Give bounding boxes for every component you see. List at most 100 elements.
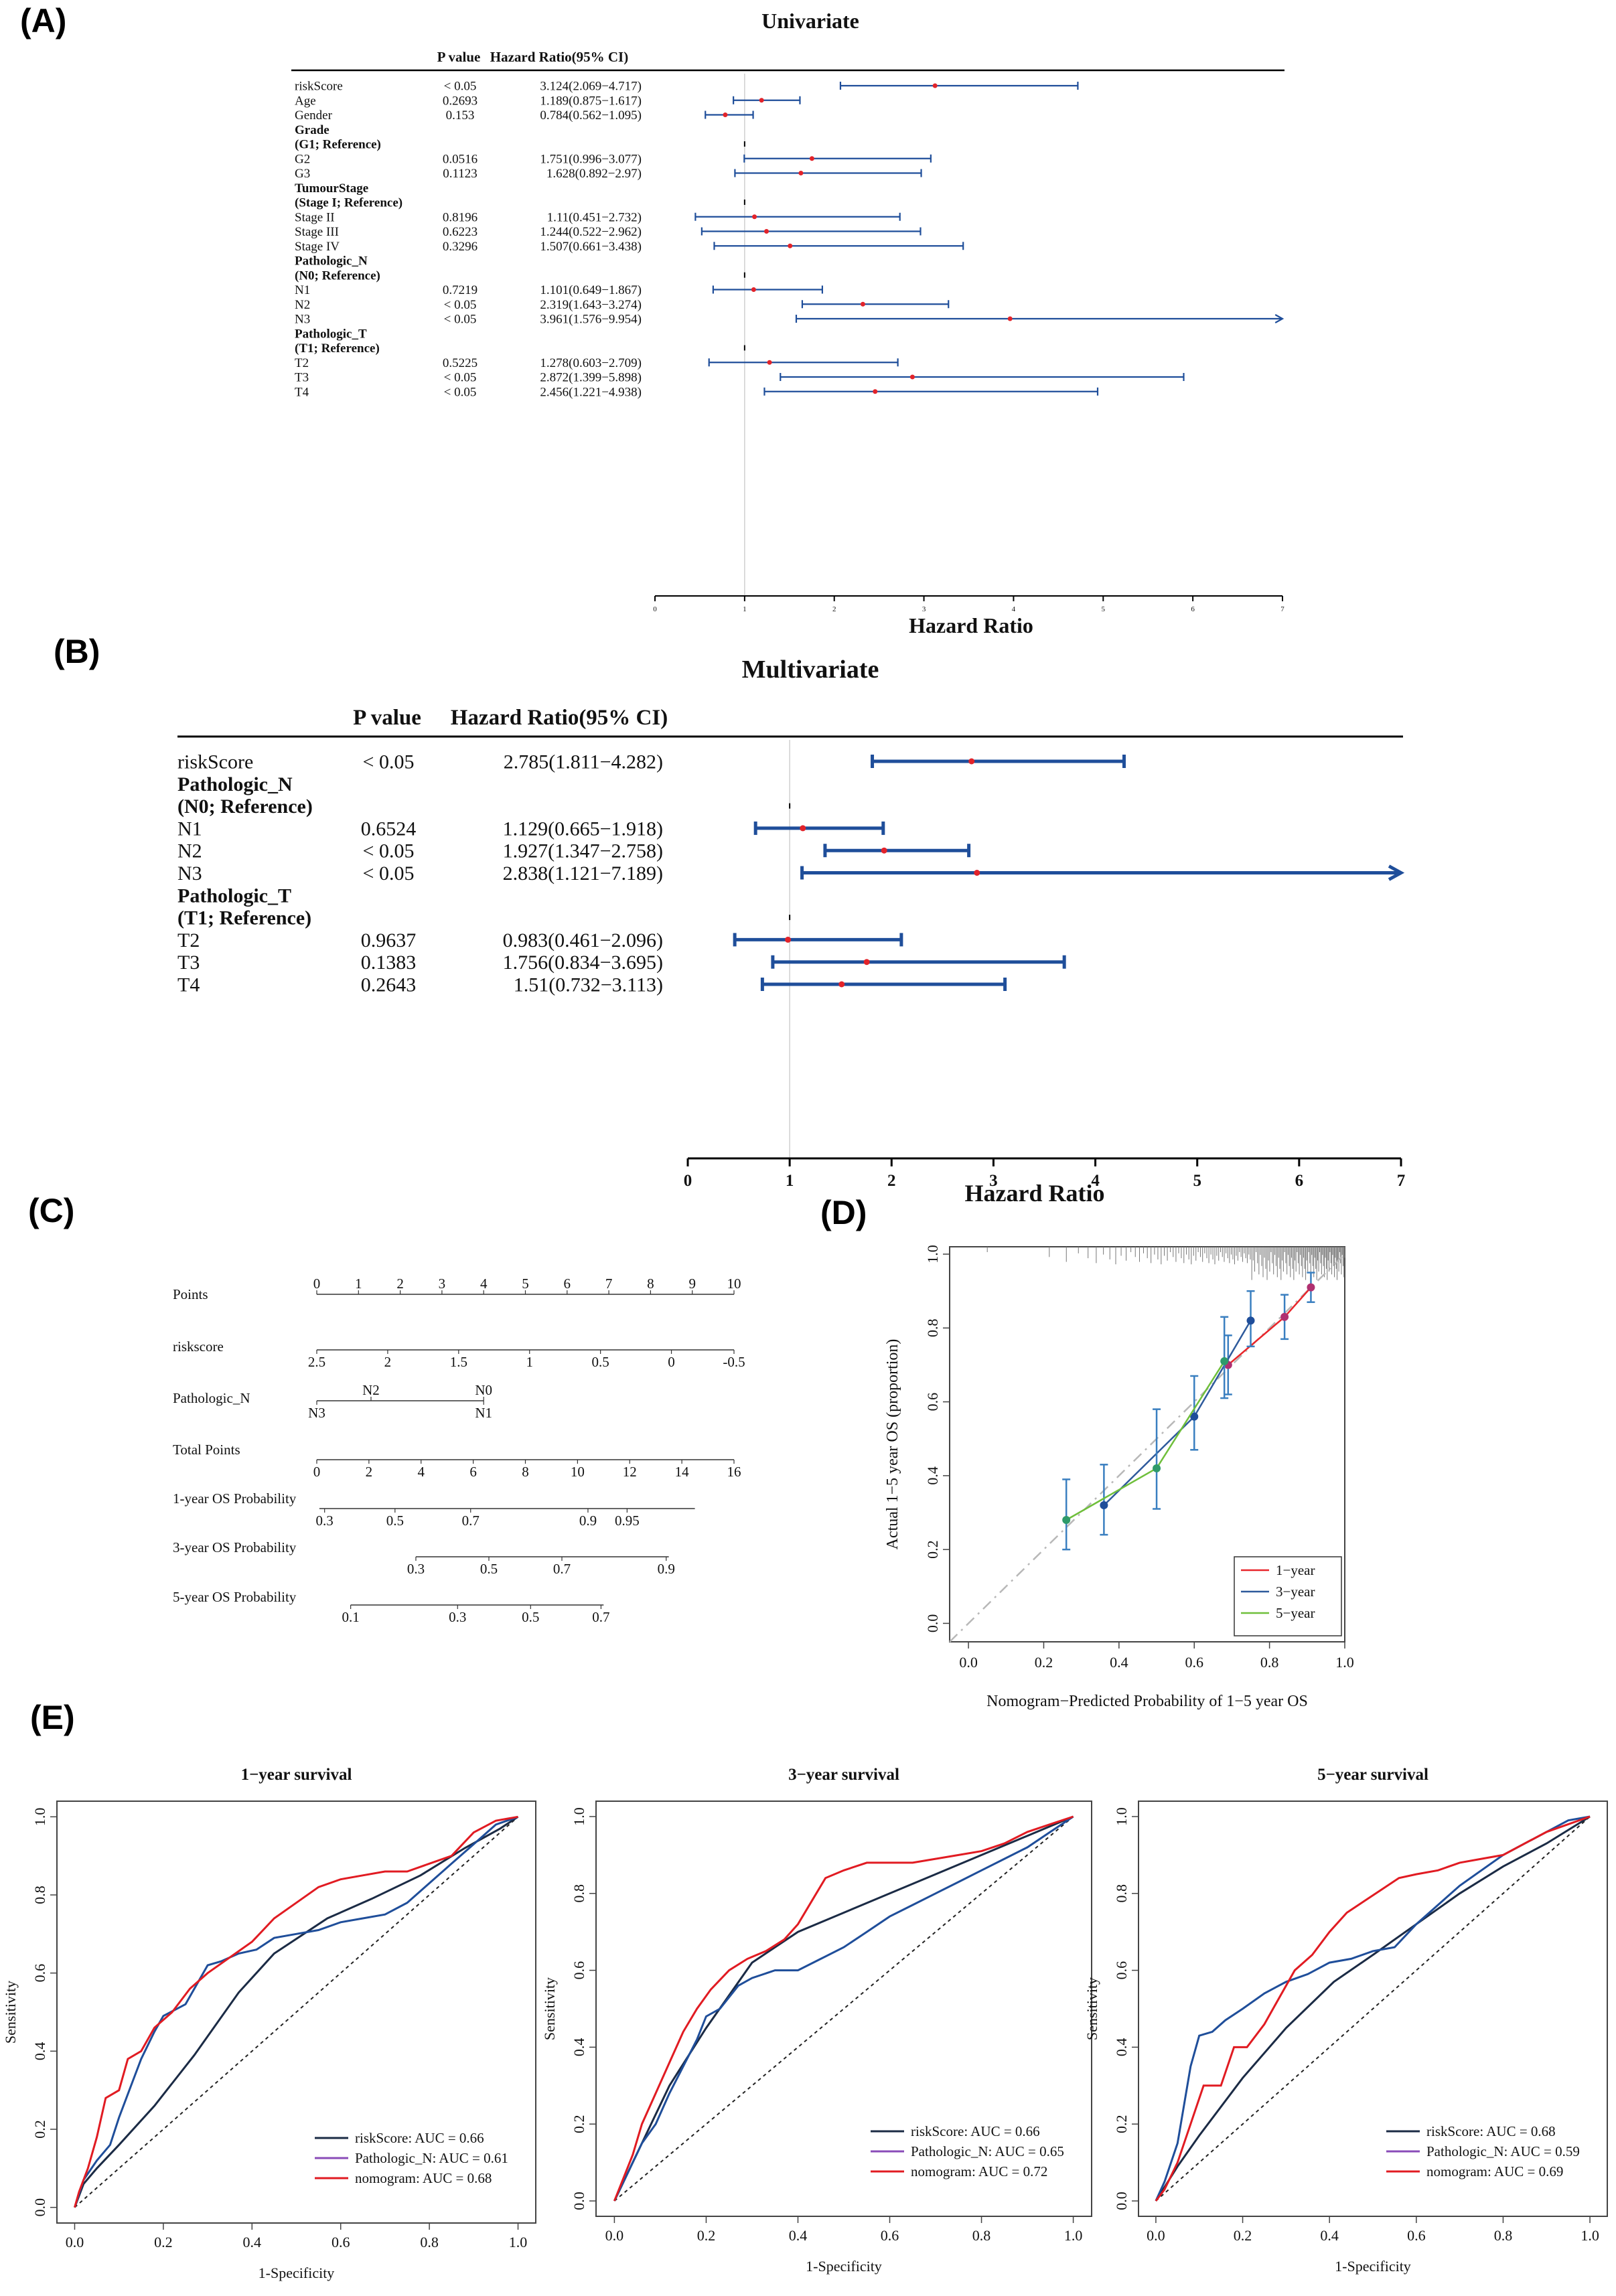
variable-label: G3 [295, 167, 310, 181]
calibration-point [1307, 1283, 1315, 1292]
scale-tick-label: 6 [469, 1464, 477, 1480]
roc-curve-riskscore [74, 1816, 519, 2208]
hr-point [752, 214, 757, 220]
scale-tick-label: 0.3 [316, 1513, 334, 1529]
y-tick-label: 1.0 [924, 1245, 941, 1264]
hazard-ratio-text: 2.456(1.221−4.938) [540, 385, 642, 399]
p-value: 0.8196 [443, 210, 478, 224]
p-value: < 0.05 [444, 313, 477, 327]
p-value: < 0.05 [444, 80, 477, 94]
scale-tick-label: 7 [605, 1276, 613, 1292]
hazard-ratio-text: 0.784(0.562−1.095) [540, 108, 642, 123]
scale-tick-label: 0.7 [462, 1513, 480, 1529]
x-tick-label: 0.0 [66, 2234, 84, 2250]
scale-tick-label: 1 [355, 1276, 362, 1292]
hr-point [863, 959, 870, 966]
variable-label: riskScore [177, 751, 253, 773]
y-tick-label: 0.6 [571, 1961, 587, 1980]
scale-label: 5-year OS Probability [173, 1589, 297, 1605]
p-value: 0.0516 [443, 152, 478, 166]
roc-plot-2: 3−year survival 0.0 0.0 0.2 0.2 0.4 0.4 0.6 0.6 0… [541, 1766, 1092, 2275]
axis-tick-label: 7 [1397, 1172, 1406, 1190]
x-axis-label: 1-Specificity [806, 2258, 882, 2275]
panel-d-plot-area: 0.0 0.0 0.2 0.2 0.4 0.4 0.6 0.6 0.8 0.8 1.0 1.0 1−ye… [924, 1245, 1354, 1671]
scale-tick-label: 0 [668, 1354, 675, 1370]
legend-entry: Pathologic_N: AUC = 0.65 [911, 2143, 1064, 2159]
reference-label: (Stage I; Reference) [295, 196, 402, 210]
p-value: < 0.05 [363, 840, 415, 862]
panel-b-label: (B) [54, 633, 100, 670]
x-tick-label: 0.8 [972, 2227, 991, 2244]
hazard-ratio-text: 2.872(1.399−5.898) [540, 371, 642, 385]
panel-a-univariate-forest: (A) Univariate P value Hazard Ratio(95% … [20, 2, 1284, 637]
plot-frame [1138, 1801, 1608, 2217]
hazard-ratio-text: 1.11(0.451−2.732) [547, 210, 642, 224]
axis-tick-label: 5 [1193, 1172, 1201, 1190]
p-value: < 0.05 [444, 385, 477, 399]
x-tick-label: 0.0 [1147, 2227, 1165, 2244]
scale-tick-label: 0 [313, 1464, 321, 1480]
legend-entry: nomogram: AUC = 0.69 [1426, 2163, 1563, 2179]
plot-frame [595, 1801, 1092, 2217]
variable-label: T3 [295, 371, 309, 385]
y-axis-label: Sensitivity [1084, 1977, 1100, 2040]
scale-tick-label: 0.9 [658, 1561, 675, 1577]
hazard-ratio-text: 1.244(0.522−2.962) [540, 225, 642, 239]
scale-tick-label: 3 [439, 1276, 446, 1292]
panel-c-label: (C) [28, 1192, 74, 1229]
scale-tick-label: 2.5 [308, 1354, 325, 1370]
reference-label: (G1; Reference) [295, 138, 381, 152]
hr-point [800, 825, 806, 832]
reference-label: (T1; Reference) [295, 341, 380, 356]
axis-tick-label: 1 [743, 605, 747, 613]
x-tick-label: 0.4 [1110, 1654, 1128, 1671]
group-label: Pathologic_N [295, 254, 368, 269]
y-tick-label: 0.8 [571, 1884, 587, 1903]
scale-label: Pathologic_N [173, 1390, 250, 1406]
panel-d-label: (D) [820, 1194, 867, 1231]
panel-a-hr-header: Hazard Ratio(95% CI) [490, 49, 628, 65]
scale-tick-label: 2 [366, 1464, 373, 1480]
hr-point [860, 301, 865, 307]
panel-d-calibration: (D) 0.0 0.0 0.2 0.2 0.4 0.4 0.6 0.6 0.8 0.8 1.0 1.0… [820, 1194, 1354, 1710]
group-label: Pathologic_N [177, 773, 293, 795]
legend-entry: nomogram: AUC = 0.68 [355, 2170, 492, 2186]
roc-curve-pathologic-n [74, 1815, 518, 2208]
calibration-point [1246, 1316, 1255, 1325]
p-value: < 0.05 [363, 751, 415, 773]
x-tick-label: 0.4 [243, 2234, 262, 2250]
axis-tick-label: 0 [684, 1172, 692, 1190]
scale-tick-label: 0.5 [386, 1513, 404, 1529]
y-tick-label: 0.0 [571, 2192, 587, 2210]
scale-tick-label: 16 [727, 1464, 741, 1480]
scale-tick-label: 1 [526, 1354, 533, 1370]
p-value: 0.2643 [361, 974, 417, 996]
y-tick-label: 0.8 [1113, 1884, 1130, 1903]
scale-tick-label: 1.5 [450, 1354, 467, 1370]
legend-entry: riskScore: AUC = 0.68 [1426, 2123, 1556, 2139]
variable-label: Age [295, 94, 316, 108]
axis-tick-label: 7 [1280, 605, 1284, 613]
axis-tick-label: 0 [653, 605, 657, 613]
scale-tick-label: 5 [522, 1276, 529, 1292]
roc-plot-3: 5−year survival 0.0 0.0 0.2 0.2 0.4 0.4 0.6 0.6 0… [1084, 1766, 1608, 2275]
legend-entry: Pathologic_N: AUC = 0.61 [355, 2150, 508, 2166]
hr-point [838, 981, 845, 988]
reference-label: (N0; Reference) [295, 269, 380, 283]
panel-a-title: Univariate [761, 9, 859, 33]
panel-b-title: Multivariate [742, 656, 879, 684]
scale-label: Points [173, 1286, 208, 1302]
y-tick-label: 0.2 [571, 2115, 587, 2133]
y-tick-label: 0.0 [1113, 2192, 1130, 2210]
panel-b-x-axis: 0 1 2 3 4 5 6 7 [684, 1157, 1406, 1190]
scale-tick-label: 0.5 [522, 1609, 539, 1625]
scale-tick-label: 0.7 [553, 1561, 571, 1577]
hazard-ratio-text: 1.751(0.996−3.077) [540, 152, 642, 166]
reference-label: (N0; Reference) [177, 795, 313, 818]
roc-curve-nomogram [1155, 1815, 1591, 2202]
panel-a-label: (A) [20, 2, 66, 40]
y-tick-label: 0.8 [31, 1886, 48, 1904]
scale-tick-label: 2 [384, 1354, 392, 1370]
scale-tick-label: N1 [475, 1405, 492, 1421]
